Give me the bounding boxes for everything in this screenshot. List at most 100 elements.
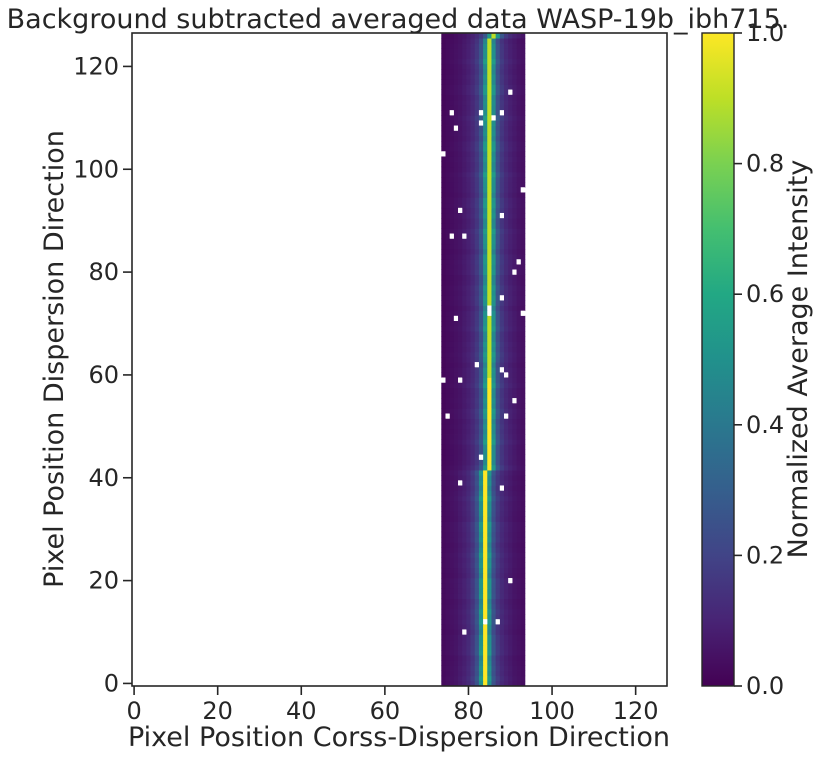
- heatmap-cell: [470, 454, 476, 461]
- heatmap-cell: [470, 104, 476, 111]
- heatmap-cell: [441, 187, 446, 193]
- heatmap-cell: [445, 94, 451, 101]
- heatmap-cell: [453, 156, 459, 162]
- heatmap-cell: [458, 104, 463, 111]
- heatmap-cell: [478, 680, 484, 687]
- heatmap-cell: [478, 665, 484, 671]
- heatmap-cell: [445, 495, 451, 502]
- heatmap-cell: [491, 490, 497, 497]
- heatmap-cell: [470, 480, 476, 486]
- heatmap-cell: [458, 511, 463, 517]
- heatmap-cell: [508, 135, 513, 142]
- heatmap-cell: [441, 665, 446, 671]
- heatmap-cell: [470, 475, 476, 481]
- heatmap-cell: [483, 367, 488, 373]
- heatmap-cell: [495, 264, 501, 270]
- heatmap-cell: [470, 43, 476, 49]
- heatmap-cell: [508, 120, 513, 126]
- heatmap-cell: [458, 202, 463, 209]
- heatmap-cell: [445, 372, 451, 378]
- heatmap-cell: [445, 140, 451, 147]
- heatmap-cell: [508, 68, 513, 75]
- x-tick-label: 0: [126, 697, 141, 725]
- heatmap-cell: [453, 33, 459, 39]
- heatmap-cell: [478, 531, 484, 538]
- heatmap-cell: [466, 68, 471, 75]
- heatmap-cell: [499, 89, 505, 96]
- heatmap-cell: [458, 223, 463, 229]
- heatmap-cell: [508, 176, 513, 183]
- heatmap-cell: [445, 542, 451, 548]
- heatmap-cell: [449, 562, 455, 569]
- heatmap-cell: [449, 552, 455, 558]
- heatmap-cell: [441, 207, 446, 214]
- heatmap-cell: [520, 547, 526, 553]
- heatmap-cell: [478, 459, 484, 466]
- heatmap-cell: [499, 567, 505, 574]
- masked-pixel: [441, 151, 446, 157]
- heatmap-cell: [466, 74, 471, 80]
- heatmap-cell: [449, 490, 455, 497]
- heatmap-cell: [466, 552, 471, 558]
- heatmap-cell: [512, 264, 517, 270]
- heatmap-cell: [441, 68, 446, 75]
- heatmap-cell: [483, 470, 488, 476]
- heatmap-cell: [508, 418, 513, 425]
- heatmap-cell: [474, 290, 480, 296]
- heatmap-cell: [512, 660, 517, 666]
- heatmap-cell: [487, 151, 492, 157]
- heatmap-cell: [512, 130, 517, 137]
- heatmap-cell: [520, 382, 526, 389]
- heatmap-cell: [478, 218, 484, 224]
- heatmap-cell: [445, 53, 451, 60]
- heatmap-cell: [516, 521, 522, 527]
- heatmap-cell: [466, 511, 471, 517]
- heatmap-cell: [474, 542, 480, 548]
- heatmap-cell: [462, 79, 467, 85]
- heatmap-cell: [466, 434, 471, 440]
- heatmap-cell: [516, 552, 522, 558]
- heatmap-cell: [449, 403, 455, 409]
- heatmap-cell: [483, 547, 488, 553]
- heatmap-cell: [458, 593, 463, 599]
- heatmap-cell: [474, 423, 480, 430]
- heatmap-cell: [499, 670, 505, 677]
- heatmap-cell: [499, 526, 505, 533]
- heatmap-cell: [441, 310, 446, 317]
- heatmap-cell: [487, 624, 492, 630]
- heatmap-cell: [483, 665, 488, 671]
- heatmap-cell: [508, 490, 513, 497]
- heatmap-cell: [462, 140, 467, 147]
- heatmap-cell: [516, 274, 522, 281]
- heatmap-cell: [516, 614, 522, 620]
- heatmap-cell: [445, 459, 451, 466]
- heatmap-cell: [453, 418, 459, 425]
- heatmap-cell: [520, 639, 526, 646]
- heatmap-cell: [478, 68, 484, 75]
- heatmap-cell: [491, 151, 497, 157]
- heatmap-cell: [458, 269, 463, 276]
- heatmap-cell: [445, 639, 451, 646]
- heatmap-cell: [458, 346, 463, 353]
- heatmap-cell: [516, 84, 522, 90]
- heatmap-cell: [458, 341, 463, 348]
- heatmap-cell: [516, 675, 522, 682]
- heatmap-cell: [495, 84, 501, 90]
- heatmap-cell: [483, 264, 488, 270]
- heatmap-cell: [441, 38, 446, 44]
- heatmap-cell: [458, 500, 463, 507]
- heatmap-cell: [445, 130, 451, 137]
- heatmap-cell: [512, 552, 517, 558]
- heatmap-cell: [516, 500, 522, 507]
- heatmap-cell: [487, 470, 492, 476]
- heatmap-cell: [483, 63, 488, 70]
- heatmap-cell: [512, 603, 517, 610]
- heatmap-cell: [453, 94, 459, 101]
- heatmap-cell: [503, 362, 509, 368]
- heatmap-cell: [516, 382, 522, 389]
- heatmap-cell: [503, 680, 509, 687]
- heatmap-cell: [487, 238, 492, 245]
- heatmap-cell: [503, 552, 509, 558]
- heatmap-cell: [503, 326, 509, 332]
- y-tick-label: 100: [73, 155, 119, 183]
